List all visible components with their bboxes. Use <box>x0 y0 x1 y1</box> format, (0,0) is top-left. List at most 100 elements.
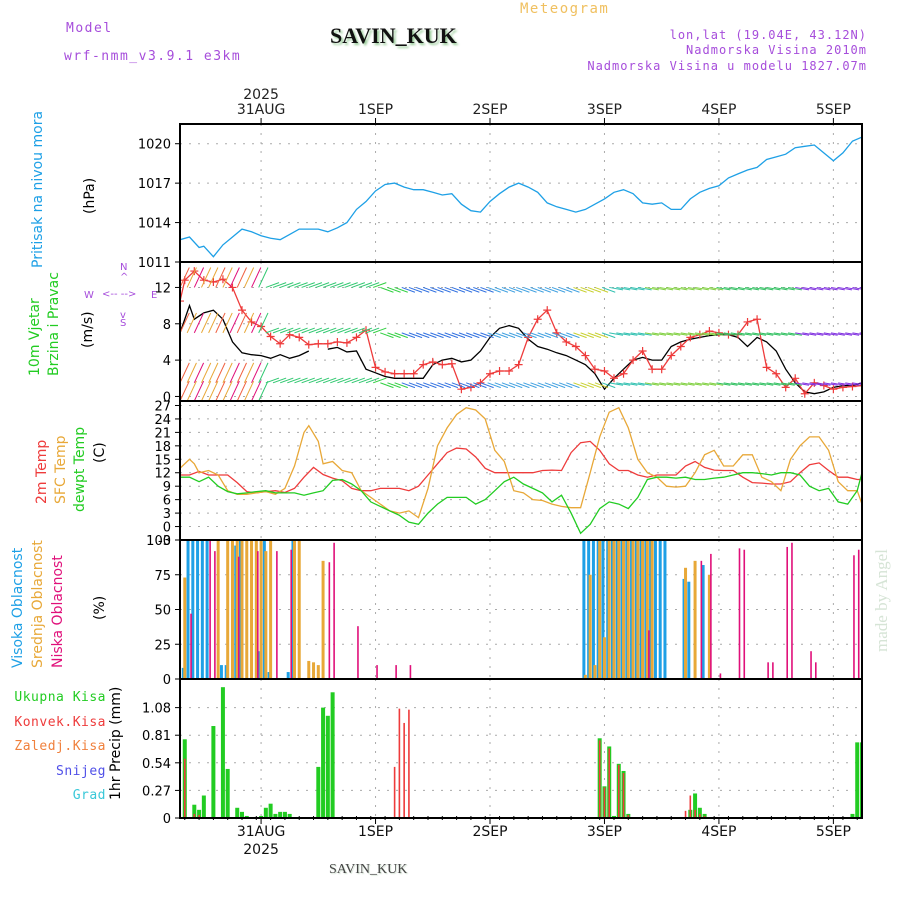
wind-arrow <box>272 327 287 334</box>
bar-srednja-oblacnost <box>598 540 602 679</box>
wind-arrow <box>243 362 255 384</box>
wind-arrow <box>516 332 530 339</box>
bar-niska-oblacnost <box>276 551 278 679</box>
bar-niska-oblacnost <box>237 556 240 679</box>
wind-arrow <box>508 332 523 339</box>
bar-srednja-oblacnost <box>684 567 688 679</box>
bar-visoka-oblacnost <box>653 540 657 679</box>
series-line-2m-temp <box>180 440 862 494</box>
gust-marker <box>304 340 313 349</box>
wind-arrow <box>737 382 752 386</box>
bar-srednja-oblacnost <box>707 574 711 679</box>
wind-arrow <box>566 332 580 339</box>
wind-arrow <box>437 286 451 293</box>
wind-arrow <box>551 286 566 293</box>
bar-niska-oblacnost <box>767 662 769 679</box>
wind-arrow <box>694 286 709 291</box>
panel-frame <box>179 678 863 819</box>
wind-arrow <box>687 286 702 291</box>
wind-arrow <box>616 332 631 336</box>
wind-arrow <box>673 332 688 336</box>
bar-srednja-oblacnost <box>240 540 244 679</box>
bar-niska-oblacnost <box>710 553 712 679</box>
gust-marker <box>800 389 809 398</box>
y-tick-label: 1020 <box>138 138 171 153</box>
wind-arrow <box>694 382 709 386</box>
wind-arrow <box>716 382 731 386</box>
compass-rose: N W E S <-- --> ^ v <box>84 262 157 329</box>
wind-arrow <box>830 332 845 336</box>
gust-marker <box>619 369 628 378</box>
wind-arrow <box>272 377 287 384</box>
bar-ukupna-kisa <box>693 793 698 818</box>
bar-niska-oblacnost <box>328 562 331 679</box>
grid-pressure: 1011 1014 1017 1020 <box>138 124 862 271</box>
bar-srednja-oblacnost <box>583 674 587 679</box>
wind-arrow <box>501 382 516 389</box>
wind-arrow <box>530 332 544 339</box>
y-tick-label: 12 <box>154 281 171 296</box>
wind-arrow <box>752 382 767 386</box>
wind-arrow <box>487 382 501 389</box>
bar-visoka-oblacnost <box>658 540 662 679</box>
elevation-label: Nadmorska Visina 2010m <box>686 43 867 57</box>
wind-arrow <box>365 282 380 288</box>
wind-arrow <box>537 332 552 339</box>
wind-arrow <box>487 286 501 293</box>
wind-arrow <box>659 382 674 386</box>
wind-arrow <box>845 286 860 291</box>
wind-arrow <box>258 312 269 334</box>
wind-arrow <box>215 362 226 384</box>
y-tick-label: 9 <box>163 480 171 495</box>
wind-arrow <box>236 362 247 384</box>
wind-arrow <box>208 267 219 288</box>
bar-srednja-oblacnost <box>259 540 263 679</box>
bar-konvek-kisa <box>689 795 692 818</box>
wind-arrow <box>780 382 795 386</box>
gust-marker <box>428 357 437 366</box>
wind-arrow <box>823 332 838 336</box>
wind-arrow <box>630 332 645 336</box>
bar-niska-oblacnost <box>786 546 788 679</box>
wind-arrow <box>251 267 262 288</box>
bar-ukupna-kisa <box>321 707 326 818</box>
wind-arrow <box>687 332 702 336</box>
bar-srednja-oblacnost <box>636 540 640 679</box>
model-name: wrf-nmm_v3.9.1 e3km <box>64 49 242 64</box>
wind-arrow <box>229 312 240 334</box>
wind-arrow <box>180 380 190 401</box>
wind-arrow <box>236 267 247 288</box>
wind-arrow <box>702 382 717 386</box>
wind-arrow <box>380 332 394 339</box>
bar-srednja-oblacnost <box>216 540 220 679</box>
wind-arrow <box>838 382 853 386</box>
gust-marker <box>667 351 676 360</box>
wind-arrow <box>315 377 330 384</box>
wind-arrow <box>587 332 602 339</box>
y-tick-label: 75 <box>154 569 171 584</box>
wind-arrow <box>702 286 717 291</box>
compass-cross: <-- --> <box>102 289 136 300</box>
wind-arrow <box>394 382 408 389</box>
panel-frame <box>179 123 863 263</box>
y-tick-label: 4 <box>163 354 171 369</box>
wind-arrow <box>601 382 616 389</box>
wind-arrow <box>680 286 695 291</box>
wind-arrow <box>623 382 638 386</box>
wind-arrow <box>566 286 580 293</box>
grid-precip: 0 0.27 0.54 0.81 1.08 <box>142 679 862 827</box>
bar-konvek-kisa <box>403 722 405 818</box>
y-tick-label: 21 <box>154 426 171 441</box>
bar-srednja-oblacnost <box>269 540 273 679</box>
bar-niska-oblacnost <box>772 662 774 679</box>
wind-arrow <box>723 332 738 336</box>
wind-arrow <box>659 286 674 291</box>
wind-arrow <box>208 312 219 334</box>
bar-srednja-oblacnost <box>602 637 606 679</box>
bar-niska-oblacnost <box>810 651 812 679</box>
bar-konvek-kisa <box>183 758 186 818</box>
panel-wind: 0 4 8 12 <box>154 261 863 405</box>
wind-arrow <box>709 382 724 386</box>
wind-arrow <box>351 377 366 384</box>
wind-arrow <box>501 332 516 339</box>
